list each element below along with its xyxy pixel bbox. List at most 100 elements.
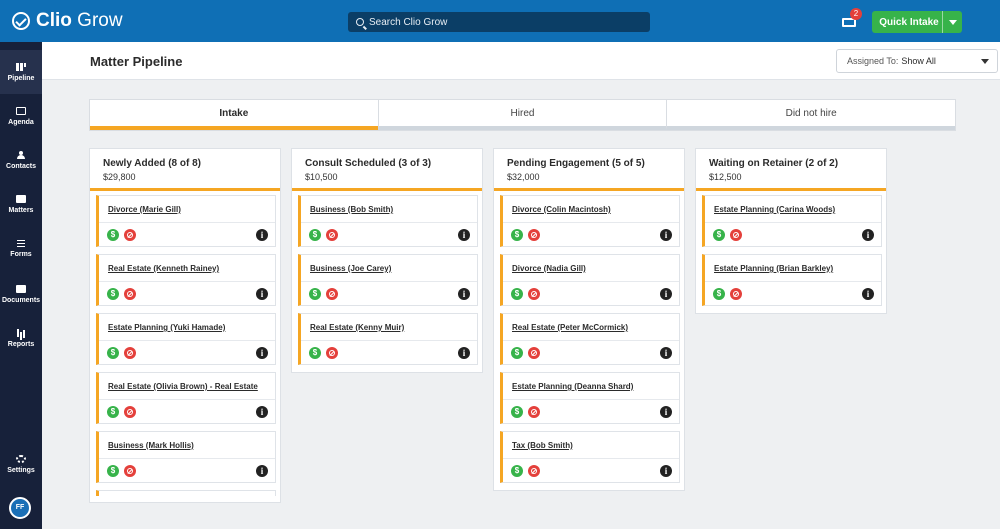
matter-card[interactable]: Divorce (Colin Macintosh) $ i: [500, 195, 680, 247]
matter-link[interactable]: Business (Joe Carey): [310, 264, 392, 273]
matter-card[interactable]: Real Estate (Olivia Brown) - Real Estate…: [96, 372, 276, 424]
dollar-icon[interactable]: $: [511, 406, 523, 418]
not-hired-icon[interactable]: [528, 347, 540, 359]
info-icon[interactable]: i: [660, 465, 672, 477]
logo-light-text: Grow: [71, 10, 123, 31]
sidebar-item-reports[interactable]: Reports: [0, 316, 42, 360]
info-icon[interactable]: i: [256, 347, 268, 359]
not-hired-icon[interactable]: [124, 288, 136, 300]
matter-card[interactable]: Business (Joe Carey) $ i: [298, 254, 478, 306]
matter-link[interactable]: Estate Planning (Deanna Shard): [512, 382, 634, 391]
matter-card-peek[interactable]: [96, 490, 276, 496]
info-icon[interactable]: i: [660, 406, 672, 418]
matter-card[interactable]: Business (Mark Hollis) $ i: [96, 431, 276, 483]
matter-link[interactable]: Estate Planning (Carina Woods): [714, 205, 836, 214]
not-hired-icon[interactable]: [124, 229, 136, 241]
clio-grow-logo[interactable]: Clio Grow: [12, 9, 123, 33]
matter-link[interactable]: Real Estate (Peter McCormick): [512, 323, 629, 332]
inbox-button[interactable]: 2: [842, 8, 862, 27]
dollar-icon[interactable]: $: [107, 229, 119, 241]
dollar-icon[interactable]: $: [309, 347, 321, 359]
tab-hired[interactable]: Hired: [377, 100, 667, 130]
sidebar-item-settings[interactable]: Settings: [0, 442, 42, 486]
tab-did-not-hire[interactable]: Did not hire: [666, 100, 956, 130]
not-hired-icon[interactable]: [326, 229, 338, 241]
dollar-icon[interactable]: $: [511, 229, 523, 241]
not-hired-icon[interactable]: [124, 465, 136, 477]
matter-link[interactable]: Real Estate (Kenneth Rainey): [108, 264, 220, 273]
matter-card[interactable]: Tax (Bob Smith) $ i: [500, 431, 680, 483]
not-hired-icon[interactable]: [326, 347, 338, 359]
matter-card[interactable]: Divorce (Marie Gill) $ i: [96, 195, 276, 247]
info-icon[interactable]: i: [660, 229, 672, 241]
dollar-icon[interactable]: $: [511, 465, 523, 477]
info-icon[interactable]: i: [458, 347, 470, 359]
matter-link[interactable]: Real Estate (Olivia Brown) - Real Estate: [108, 382, 258, 391]
matter-card[interactable]: Real Estate (Kenny Muir) $ i: [298, 313, 478, 365]
matter-card[interactable]: Estate Planning (Yuki Hamade) $ i: [96, 313, 276, 365]
not-hired-icon[interactable]: [528, 288, 540, 300]
matter-card[interactable]: Divorce (Nadia Gill) $ i: [500, 254, 680, 306]
info-icon[interactable]: i: [256, 465, 268, 477]
not-hired-icon[interactable]: [326, 288, 338, 300]
not-hired-icon[interactable]: [730, 288, 742, 300]
matter-link[interactable]: Business (Mark Hollis): [108, 441, 194, 450]
quick-intake-button[interactable]: Quick Intake: [872, 11, 962, 33]
dollar-icon[interactable]: $: [511, 347, 523, 359]
info-icon[interactable]: i: [862, 288, 874, 300]
page-header: Matter Pipeline Assigned To: Show All: [42, 42, 1000, 80]
matter-link[interactable]: Real Estate (Kenny Muir): [310, 323, 405, 332]
not-hired-icon[interactable]: [730, 229, 742, 241]
dollar-icon[interactable]: $: [107, 406, 119, 418]
search-input[interactable]: [369, 16, 629, 28]
not-hired-icon[interactable]: [124, 347, 136, 359]
info-icon[interactable]: i: [660, 347, 672, 359]
matter-card[interactable]: Estate Planning (Deanna Shard) $ i: [500, 372, 680, 424]
info-icon[interactable]: i: [256, 229, 268, 241]
matter-link[interactable]: Tax (Bob Smith): [512, 441, 573, 450]
sidebar-item-agenda[interactable]: Agenda: [0, 94, 42, 138]
info-icon[interactable]: i: [256, 288, 268, 300]
matter-link[interactable]: Estate Planning (Yuki Hamade): [108, 323, 226, 332]
sidebar-item-pipeline[interactable]: Pipeline: [0, 50, 42, 94]
tab-intake[interactable]: Intake: [90, 100, 378, 130]
matter-card[interactable]: Real Estate (Peter McCormick) $ i: [500, 313, 680, 365]
assigned-to-select[interactable]: Assigned To: Show All: [836, 49, 998, 73]
matter-card[interactable]: Estate Planning (Brian Barkley) $ i: [702, 254, 882, 306]
avatar[interactable]: FF: [9, 497, 31, 519]
info-icon[interactable]: i: [458, 229, 470, 241]
dollar-icon[interactable]: $: [713, 229, 725, 241]
dollar-icon[interactable]: $: [107, 465, 119, 477]
dollar-icon[interactable]: $: [107, 347, 119, 359]
matter-link[interactable]: Estate Planning (Brian Barkley): [714, 264, 834, 273]
matter-link[interactable]: Business (Bob Smith): [310, 205, 394, 214]
folder-icon: [16, 284, 26, 293]
info-icon[interactable]: i: [458, 288, 470, 300]
sidebar-item-documents[interactable]: Documents: [0, 272, 42, 316]
pipeline-tabs: Intake Hired Did not hire: [89, 99, 956, 131]
info-icon[interactable]: i: [660, 288, 672, 300]
quick-intake-dropdown[interactable]: [942, 11, 962, 33]
dollar-icon[interactable]: $: [713, 288, 725, 300]
matter-link[interactable]: Divorce (Nadia Gill): [512, 264, 586, 273]
dollar-icon[interactable]: $: [309, 288, 321, 300]
chevron-down-icon: [948, 19, 957, 25]
sidebar-item-matters[interactable]: Matters: [0, 182, 42, 226]
matter-card[interactable]: Business (Bob Smith) $ i: [298, 195, 478, 247]
dollar-icon[interactable]: $: [107, 288, 119, 300]
not-hired-icon[interactable]: [528, 465, 540, 477]
matter-link[interactable]: Divorce (Colin Macintosh): [512, 205, 611, 214]
matter-card[interactable]: Estate Planning (Carina Woods) $ i: [702, 195, 882, 247]
sidebar-item-forms[interactable]: Forms: [0, 226, 42, 270]
dollar-icon[interactable]: $: [511, 288, 523, 300]
matter-card[interactable]: Real Estate (Kenneth Rainey) $ i: [96, 254, 276, 306]
not-hired-icon[interactable]: [528, 229, 540, 241]
dollar-icon[interactable]: $: [309, 229, 321, 241]
not-hired-icon[interactable]: [528, 406, 540, 418]
info-icon[interactable]: i: [862, 229, 874, 241]
not-hired-icon[interactable]: [124, 406, 136, 418]
info-icon[interactable]: i: [256, 406, 268, 418]
search-bar[interactable]: [348, 12, 650, 32]
matter-link[interactable]: Divorce (Marie Gill): [108, 205, 181, 214]
sidebar-item-contacts[interactable]: Contacts: [0, 138, 42, 182]
